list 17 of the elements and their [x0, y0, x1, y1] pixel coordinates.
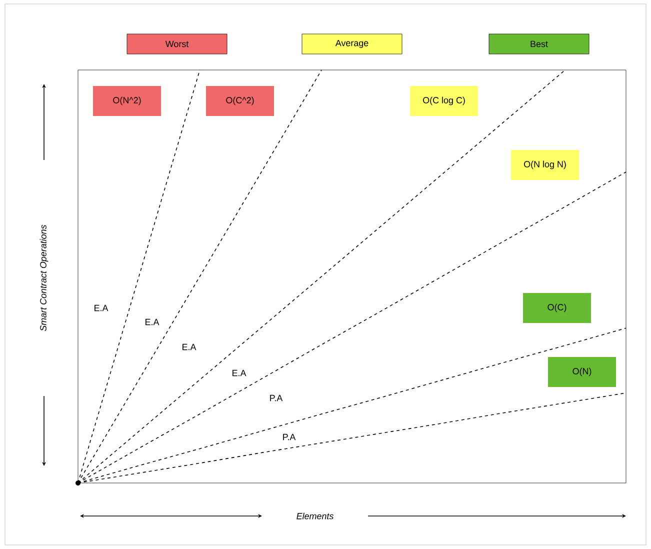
- annotation: P.A: [283, 434, 296, 440]
- annotation: E.A: [232, 370, 246, 376]
- annotation: O(C^2): [226, 96, 254, 106]
- annotation: P.A: [270, 394, 283, 402]
- annotation: O(N^2): [113, 96, 141, 106]
- annotation: O(N log N): [524, 160, 566, 170]
- text: Average: [335, 40, 368, 48]
- y-axis-title: Smart Contract Operations: [40, 224, 48, 332]
- x-axis-title: Elements: [296, 512, 334, 520]
- annotation: O(C log C): [423, 96, 465, 106]
- text: Best: [530, 40, 548, 48]
- text: Worst: [165, 40, 189, 48]
- annotation: E.A: [94, 304, 108, 312]
- annotation: O(N): [572, 368, 592, 376]
- annotation: O(C): [548, 304, 566, 312]
- annotation: E.A: [182, 344, 196, 350]
- annotation: E.A: [146, 318, 160, 326]
